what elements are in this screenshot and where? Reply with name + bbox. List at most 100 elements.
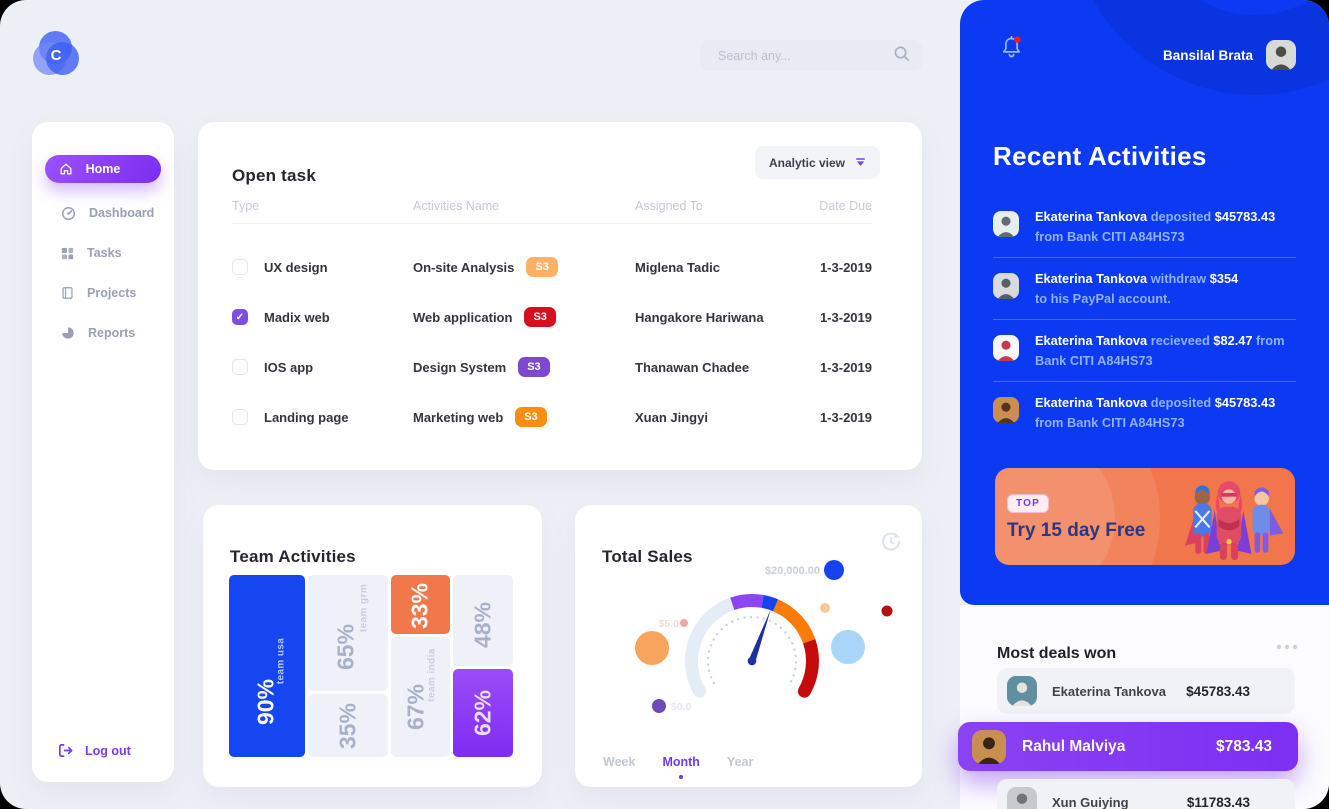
analytic-view-button[interactable]: Analytic view	[754, 146, 880, 179]
segment-team-label: team grm	[358, 583, 370, 632]
column-header: Date Due	[819, 199, 872, 213]
promo-banner[interactable]: TOP Try 15 day Free	[995, 468, 1295, 565]
reports-icon	[61, 326, 75, 340]
table-row: ✓ Madix web Web application S3 Hangakore…	[232, 292, 872, 342]
team-segment: 90% team usa	[229, 575, 306, 757]
deal-amount: $11783.43	[1186, 794, 1250, 809]
activity-name: Marketing web	[413, 409, 504, 425]
task-type-label: IOS app	[264, 359, 314, 375]
user-menu[interactable]: Bansilal Brata	[1163, 40, 1296, 70]
avatar-image	[993, 273, 1019, 299]
banner-decor-circle	[995, 468, 1160, 565]
gauge-segment	[798, 639, 819, 695]
activity-amount: $45783.43	[1214, 209, 1276, 224]
activity-item[interactable]: Ekaterina Tankova deposited $45783.43 fr…	[993, 196, 1296, 258]
sidebar-item-label: Dashboard	[89, 206, 155, 220]
app-logo[interactable]: C	[33, 31, 79, 77]
segment-value-label: 90%	[252, 679, 278, 726]
sidebar-item-tasks[interactable]: Tasks	[45, 233, 161, 273]
deal-amount: $783.43	[1215, 737, 1272, 755]
sidebar-item-projects[interactable]: Projects	[45, 273, 161, 313]
tab-month[interactable]: Month	[662, 755, 700, 769]
task-type-label: Madix web	[264, 309, 330, 325]
avatar-image	[1266, 40, 1296, 70]
assignee-name: Hangakore Hariwana	[635, 309, 764, 325]
gauge-segment	[761, 595, 779, 612]
sidebar-item-reports[interactable]: Reports	[45, 313, 161, 353]
activity-item[interactable]: Ekaterina Tankova recieveed $82.47 from …	[993, 320, 1296, 382]
projects-icon	[61, 286, 74, 300]
activity-item[interactable]: Ekaterina Tankova deposited $45783.43 fr…	[993, 382, 1296, 443]
dashboard-icon	[61, 206, 76, 221]
deal-row[interactable]: Xun Guiying $11783.43	[997, 779, 1295, 809]
avatar-image	[993, 211, 1019, 237]
team-column: 33% 67% team india	[391, 575, 450, 757]
row-checkbox[interactable]	[232, 409, 248, 425]
deal-row[interactable]: Ekaterina Tankova $45783.43	[997, 668, 1295, 714]
sidebar-nav: Home Dashboard Tasks Projects Reports	[45, 155, 161, 353]
column-header: Assigned To	[635, 199, 703, 213]
search-icon[interactable]	[893, 45, 910, 67]
deal-name: Ekaterina Tankova	[1052, 683, 1166, 699]
logout-button[interactable]: Log out	[58, 743, 131, 758]
activity-action: deposited	[1150, 395, 1212, 410]
tab-week[interactable]: Week	[603, 755, 636, 769]
activity-avatar	[993, 335, 1019, 361]
banner-decor-circle	[995, 468, 1115, 565]
severity-badge: S3	[518, 357, 550, 377]
logo-letter: C	[50, 46, 62, 64]
assignee-name: Xuan Jingyi	[635, 409, 708, 425]
total-sales-card: Total Sales $20,000.00 $5.0 $0.0 Week Month…	[575, 505, 922, 787]
table-header: Type Activities Name Assigned To Date Du…	[232, 199, 872, 213]
row-checkbox[interactable]	[232, 359, 248, 375]
user-avatar	[1266, 40, 1296, 70]
deal-avatar	[972, 729, 1006, 764]
activity-amount: $45783.43	[1214, 395, 1276, 410]
assignee-name: Miglena Tadic	[635, 259, 720, 275]
top-badge: TOP	[1007, 494, 1049, 513]
activity-action: recieveed	[1150, 333, 1210, 348]
open-task-rows: UX design On-site Analysis S3 Miglena Ta…	[232, 242, 872, 442]
deal-amount: $45783.43	[1186, 683, 1250, 699]
search-input[interactable]	[716, 47, 893, 64]
activity-detail: Bank CITI A84HS73	[1035, 353, 1153, 368]
severity-badge: S3	[515, 407, 547, 427]
more-options-icon[interactable]	[1276, 637, 1298, 655]
segment-team-label: team india	[426, 648, 438, 703]
sidebar-item-home[interactable]: Home	[45, 155, 161, 183]
team-segment: 48%	[452, 575, 514, 667]
team-segment: 62%	[452, 669, 514, 757]
deal-row[interactable]: Rahul Malviya $783.43	[958, 722, 1298, 771]
tasks-icon	[61, 247, 74, 260]
activity-amount: $354	[1209, 271, 1239, 286]
activity-name: Design System	[413, 359, 507, 375]
row-checkbox[interactable]: ✓	[232, 309, 248, 325]
logo-blob	[46, 42, 79, 75]
gauge-label: $20,000.00	[765, 565, 820, 577]
activities-list: Ekaterina Tankova deposited $45783.43 fr…	[993, 196, 1296, 443]
avatar-image	[1007, 787, 1037, 809]
notifications-bell-icon[interactable]	[998, 34, 1025, 66]
home-icon	[59, 162, 73, 176]
due-date: 1-3-2019	[819, 309, 872, 325]
search-bar[interactable]	[700, 40, 922, 71]
decor-dot	[820, 603, 830, 613]
assignee-name: Thanawan Chadee	[635, 359, 750, 375]
activity-item[interactable]: Ekaterina Tankova withdraw $354 to his P…	[993, 258, 1296, 320]
column-header: Activities Name	[413, 199, 500, 213]
sidebar-item-dashboard[interactable]: Dashboard	[45, 193, 161, 233]
table-row: Landing page Marketing web S3 Xuan Jingy…	[232, 392, 872, 442]
deal-name: Xun Guiying	[1052, 794, 1129, 809]
sidebar-item-label: Reports	[88, 326, 136, 340]
avatar-image	[1007, 676, 1037, 706]
segment-value-label: 65%	[332, 624, 359, 671]
history-icon[interactable]	[880, 531, 902, 558]
superheroes-illustration	[1167, 470, 1291, 565]
row-checkbox[interactable]	[232, 259, 248, 275]
most-deals-title: Most deals won	[997, 645, 1117, 662]
activity-amount: $82.47	[1213, 333, 1253, 348]
column-header: Type	[232, 199, 260, 213]
tab-year[interactable]: Year	[726, 755, 754, 769]
gauge-segment	[684, 597, 735, 695]
activity-detail: to his PayPal account.	[1035, 291, 1171, 306]
